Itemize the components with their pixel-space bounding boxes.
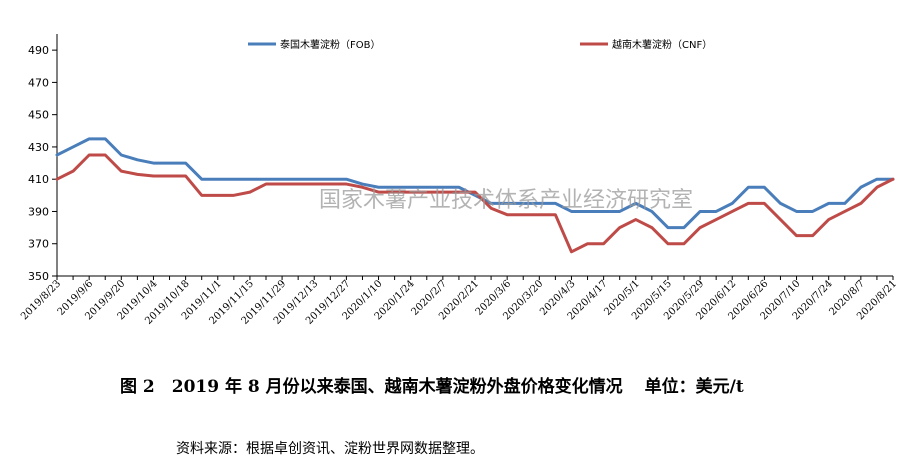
y-tick-label: 370 [28,238,49,251]
source-note: 资料来源：根据卓创资讯、淀粉世界网数据整理。 [176,441,484,457]
y-tick-label: 390 [28,205,49,218]
y-tick-label: 470 [28,76,49,89]
legend: 泰国木薯淀粉（FOB） 越南木薯淀粉（CNF） [248,38,712,51]
line-chart: 3503703904104304504704902019/8/232019/9/… [19,34,899,327]
y-tick-label: 450 [28,109,49,122]
series-layer [55,137,895,254]
x-tick-label: 2019/8/23 [19,278,63,322]
y-tick-label: 490 [28,44,49,57]
y-tick-label: 410 [28,173,49,186]
legend-label-1: 越南木薯淀粉（CNF） [612,38,712,51]
caption-text: 图 2 2019 年 8 月份以来泰国、越南木薯淀粉外盘价格变化情况 [120,377,623,397]
series-line-1 [55,153,895,254]
legend-label-0: 泰国木薯淀粉（FOB） [280,38,380,51]
y-tick-label: 350 [28,270,49,283]
series-line-0 [55,137,895,230]
figure-caption: 图 2 2019 年 8 月份以来泰国、越南木薯淀粉外盘价格变化情况 单位：美元/… [120,372,744,397]
caption-unit: 单位：美元/t [644,377,744,397]
y-tick-label: 430 [28,141,49,154]
chart-axes: 3503703904104304504704902019/8/232019/9/… [19,34,899,327]
watermark: 国家木薯产业技术体系产业经济研究室 [319,188,693,213]
